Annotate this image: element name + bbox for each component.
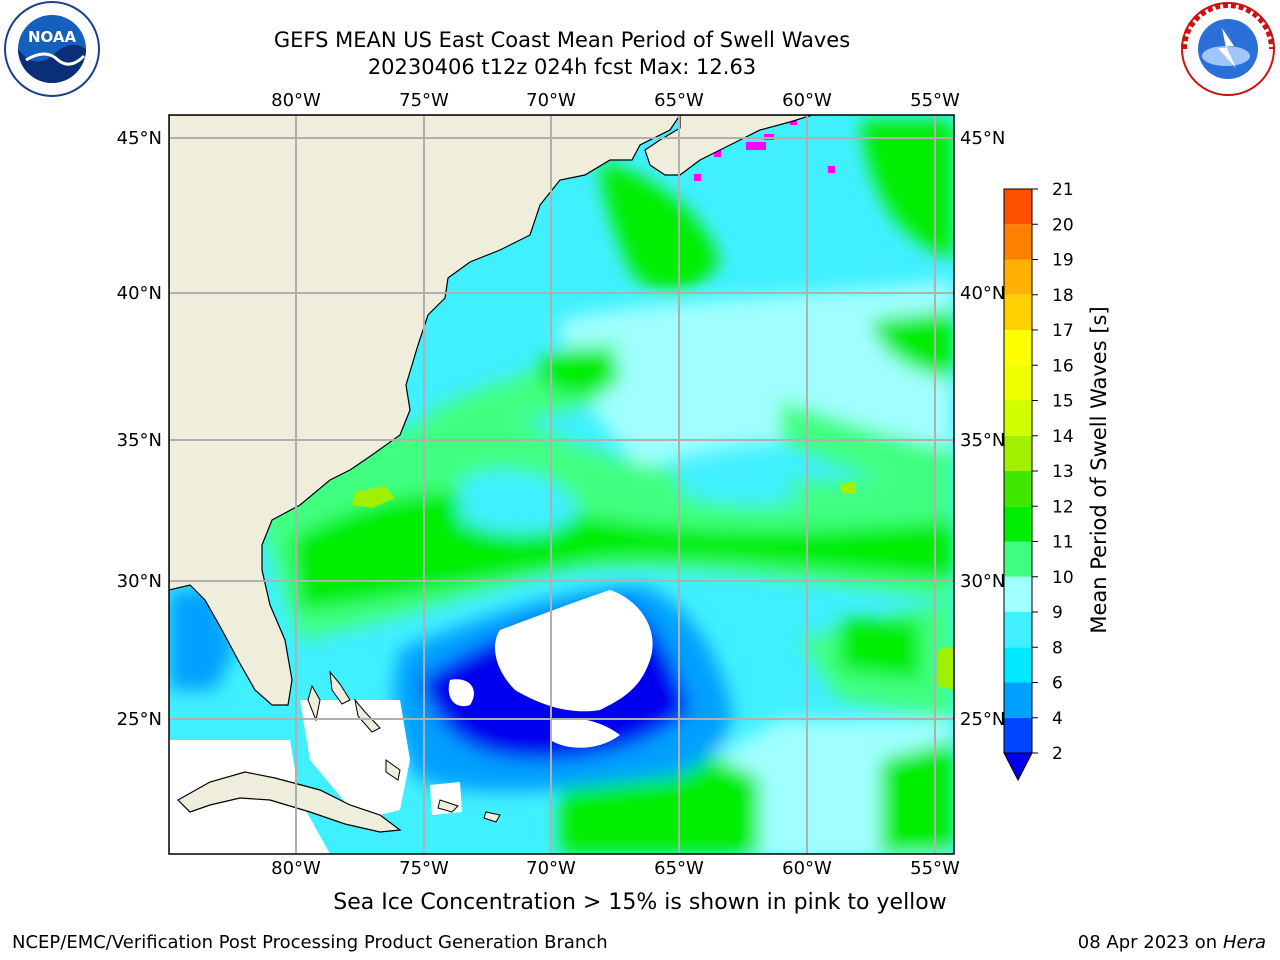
footer-date-text: 08 Apr 2023 on [1077, 932, 1223, 953]
colorbar-tick-label: 16 [1052, 356, 1074, 376]
colorbar-tick-label: 20 [1052, 215, 1074, 235]
colorbar-tick-label: 9 [1052, 603, 1063, 623]
lat-label-right-45n: 45°N [960, 128, 1005, 149]
chart-subtitle: 20230406 t12z 024h fcst Max: 12.63 [367, 55, 757, 79]
colorbar-tick-label: 6 [1052, 674, 1063, 694]
colorbar-tick-label: 13 [1052, 462, 1074, 482]
lat-label-left-30n: 30°N [117, 571, 162, 592]
colorbar-tick-label: 12 [1052, 497, 1074, 517]
colorbar-tick-label: 8 [1052, 638, 1063, 658]
nws-logo [1181, 2, 1275, 96]
colorbar-label: Mean Period of Swell Waves [s] [1087, 306, 1111, 633]
colorbar-tick-label: 11 [1052, 533, 1074, 553]
lon-label-bottom-65w: 65°W [654, 858, 704, 879]
colorbar-swatch [1004, 717, 1032, 753]
colorbar-tick-label: 18 [1052, 286, 1074, 306]
colorbar-swatch [1004, 682, 1032, 718]
colorbar-tick-label: 2 [1052, 744, 1063, 764]
lat-label-left-40n: 40°N [117, 283, 162, 304]
colorbar-swatch [1004, 189, 1032, 225]
footer-host: Hera [1222, 932, 1266, 953]
colorbar-swatch [1004, 294, 1032, 330]
lat-label-left-25n: 25°N [117, 709, 162, 730]
lon-label-top-80w: 80°W [271, 90, 321, 111]
axis-labels: 80°W 75°W 70°W 65°W 60°W 55°W 80°W 75°W … [117, 90, 1006, 879]
colorbar-swatch [1004, 576, 1032, 612]
sea-ice-note: Sea Ice Concentration > 15% is shown in … [333, 890, 947, 915]
map-frame [168, 114, 955, 855]
chart-title: GEFS MEAN US East Coast Mean Period of S… [273, 28, 851, 52]
lon-label-top-70w: 70°W [526, 90, 576, 111]
lon-label-bottom-80w: 80°W [271, 858, 321, 879]
noaa-logo: NOAA [4, 1, 100, 97]
colorbar-tick-label: 14 [1052, 427, 1074, 447]
graticule [169, 115, 954, 854]
colorbar-swatch [1004, 400, 1032, 436]
colorbar: 2 4 6 8 9 10 11 12 13 14 15 16 17 18 19 20 21 [1003, 180, 1074, 782]
footer-date: 08 Apr 2023 on Hera [1078, 932, 1266, 953]
colorbar-swatch [1004, 647, 1032, 683]
lat-label-left-45n: 45°N [117, 128, 162, 149]
colorbar-tick-label: 15 [1052, 392, 1074, 412]
colorbar-tick-label: 17 [1052, 321, 1074, 341]
lon-label-bottom-75w: 75°W [399, 858, 449, 879]
lon-label-top-75w: 75°W [399, 90, 449, 111]
lat-label-right-40n: 40°N [960, 283, 1005, 304]
colorbar-swatch [1004, 612, 1032, 648]
swell-period-field [169, 115, 954, 854]
colorbar-swatch [1004, 224, 1032, 260]
colorbar-tick-label: 21 [1052, 180, 1074, 200]
footer-credit: NCEP/EMC/Verification Post Processing Pr… [12, 932, 608, 953]
lon-label-top-65w: 65°W [654, 90, 704, 111]
lon-label-bottom-60w: 60°W [782, 858, 832, 879]
lat-label-right-35n: 35°N [960, 430, 1005, 451]
colorbar-swatch [1004, 541, 1032, 577]
lon-label-top-60w: 60°W [782, 90, 832, 111]
colorbar-tick-label: 10 [1052, 568, 1074, 588]
lon-label-bottom-55w: 55°W [910, 858, 960, 879]
lat-label-left-35n: 35°N [117, 430, 162, 451]
colorbar-swatch [1004, 435, 1032, 471]
colorbar-swatch [1004, 259, 1032, 295]
colorbar-swatch [1004, 471, 1032, 507]
colorbar-tick-label: 19 [1052, 251, 1074, 271]
colorbar-swatch [1004, 365, 1032, 401]
lat-label-right-30n: 30°N [960, 571, 1005, 592]
colorbar-swatch [1004, 506, 1032, 542]
svg-text:NOAA: NOAA [28, 28, 77, 46]
colorbar-tick-label: 4 [1052, 709, 1063, 729]
lon-label-top-55w: 55°W [910, 90, 960, 111]
lat-label-right-25n: 25°N [960, 709, 1005, 730]
colorbar-swatch [1004, 330, 1032, 366]
colorbar-extend-arrow [1003, 752, 1033, 782]
lon-label-bottom-70w: 70°W [526, 858, 576, 879]
